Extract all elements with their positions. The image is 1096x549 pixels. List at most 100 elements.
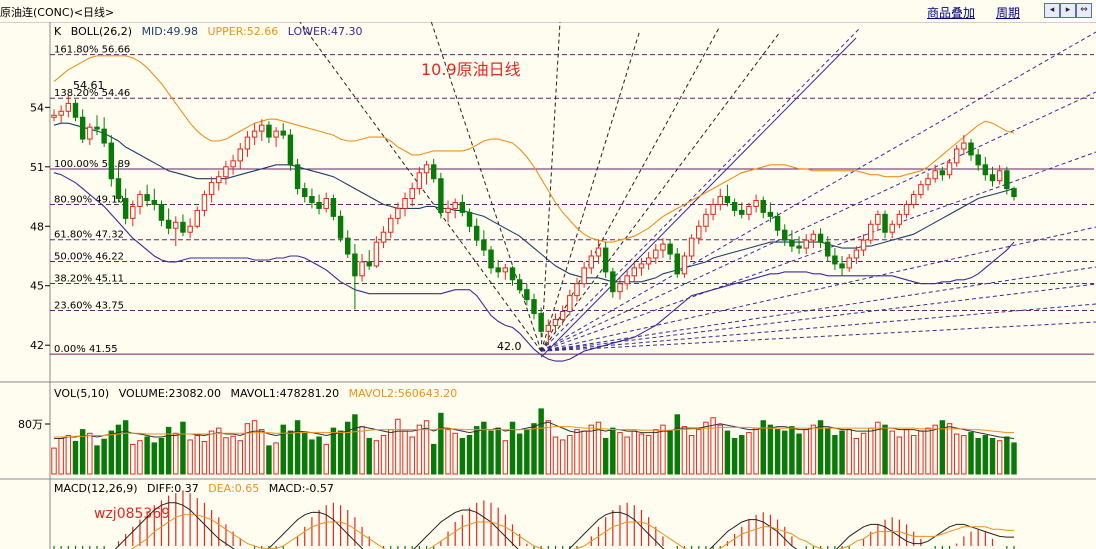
candle-body [552, 318, 559, 326]
arrow-double-icon[interactable]: ⇔ [1076, 3, 1092, 18]
candle-body [380, 231, 387, 243]
volume-bar [158, 437, 165, 475]
fan-line [541, 321, 1096, 352]
volume-bar [839, 430, 845, 475]
candle-body [266, 124, 272, 138]
volume-bar [710, 417, 716, 475]
volume-bar [87, 432, 93, 475]
volume-bar [552, 436, 559, 475]
arrow-right-icon[interactable]: ▸ [1060, 3, 1076, 18]
candle-body [782, 229, 788, 241]
candle-body [366, 261, 372, 267]
mavol2-line [54, 426, 1014, 438]
volume-bar [846, 429, 852, 475]
volume-bar [602, 437, 609, 475]
candle-body [875, 213, 881, 225]
volume-bar [416, 424, 423, 475]
volume-bar [968, 432, 974, 475]
candle-body [559, 311, 566, 320]
fan-line [540, 27, 861, 352]
chart-annotation: 10.9原油日线 [421, 60, 521, 79]
volume-bar [516, 433, 523, 475]
fan-line [540, 151, 1096, 352]
volume-bar [51, 447, 57, 475]
volume-bar [173, 432, 179, 475]
volume-bar [789, 426, 795, 475]
candle-body [230, 160, 236, 168]
volume-bar [266, 445, 272, 475]
volume-bar [101, 438, 107, 475]
volume-bar [760, 420, 766, 475]
high-price-label: 54.61 [73, 79, 105, 92]
candle-body [259, 124, 265, 132]
volume-bar [108, 430, 115, 475]
volume-bar [502, 440, 509, 475]
overlay-commodity-link[interactable]: 商品叠加 [927, 6, 976, 20]
candle-body [681, 255, 688, 275]
volume-bar [939, 420, 946, 475]
volume-bar [910, 435, 917, 475]
volume-bar [309, 439, 315, 475]
candle-body [832, 255, 838, 265]
candle-body [803, 239, 809, 249]
volume-bar [660, 424, 666, 475]
candle-body [961, 142, 967, 150]
volume-bar [753, 427, 759, 475]
price-tick-label: 51 [30, 161, 44, 174]
volume-bar [187, 439, 193, 475]
candle-body [345, 237, 351, 255]
volume-bar [703, 421, 709, 475]
volume-bar [825, 427, 831, 475]
candle-body [810, 233, 817, 241]
volume-bar [473, 426, 480, 475]
candle-body [996, 170, 1003, 182]
volume-bar [337, 430, 344, 475]
candle-body [839, 263, 845, 269]
boll-lower-label: LOWER:47.30 [288, 25, 363, 38]
volume-bar [595, 421, 602, 475]
candle-body [115, 178, 122, 200]
window-title: 原油连(CONC)<日线> [0, 6, 115, 19]
fib-level-label: 61.80% 47.32 [54, 230, 124, 241]
arrow-left-icon[interactable]: ◂ [1044, 3, 1060, 18]
volume-bar [953, 433, 960, 475]
candle-body [724, 196, 731, 203]
candle-body [638, 263, 645, 269]
volume-bar [767, 424, 774, 475]
candle-body [853, 249, 860, 259]
volume-bar [681, 426, 688, 475]
candle-body [316, 201, 322, 209]
volume-bar [1004, 436, 1010, 475]
candle-body [516, 279, 523, 291]
volume-bar [79, 429, 86, 475]
volume-bar [882, 424, 888, 475]
candle-body [430, 164, 437, 180]
volume-bar [796, 433, 802, 475]
volume-bar [588, 424, 595, 475]
volume-bar [717, 424, 723, 475]
price-tick-label: 54 [30, 101, 44, 114]
fib-level-label: 138.20% 54.46 [54, 88, 130, 99]
volume-bar [488, 430, 494, 475]
volume-bar [1011, 442, 1017, 475]
boll-bands [53, 55, 1015, 362]
volume-bar [803, 429, 809, 475]
candle-body [731, 201, 738, 211]
candle-body [567, 295, 573, 312]
volume-bar [867, 427, 874, 475]
volume-bar [373, 440, 380, 475]
fib-level-label: 80.90% 49.10 [54, 194, 124, 205]
period-link[interactable]: 周期 [996, 6, 1021, 20]
boll-mid-label: MID:49.98 [142, 25, 198, 38]
boll-lower-line [53, 172, 1015, 362]
candle-body [531, 299, 537, 314]
macd-dea-line [130, 514, 1014, 549]
candle-body [158, 203, 165, 221]
volume-bar [402, 430, 408, 475]
volume-bar [359, 426, 365, 475]
candle-body [495, 267, 501, 273]
fan-solid-line [540, 37, 857, 358]
volume-bar [739, 435, 745, 475]
volume-bar [896, 436, 903, 475]
candle-body [51, 114, 57, 118]
